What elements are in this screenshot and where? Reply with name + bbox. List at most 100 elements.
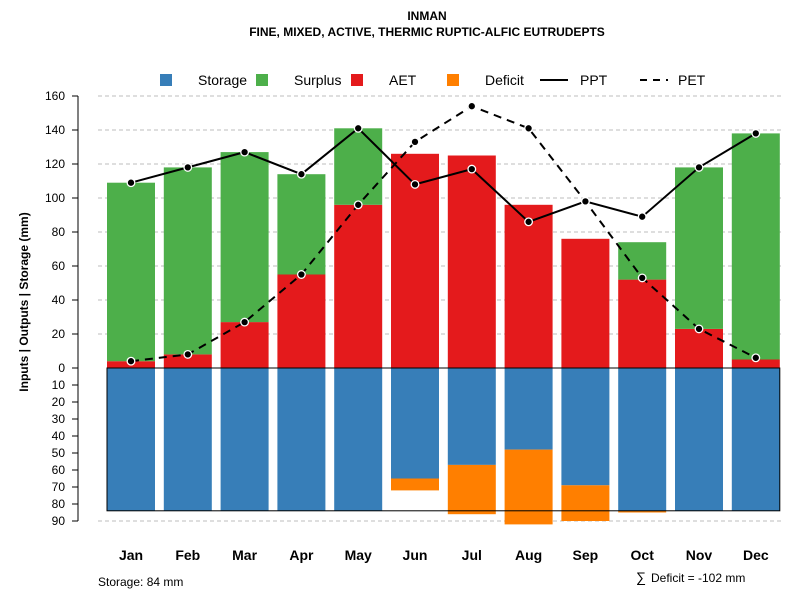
y-tick-label: 100 xyxy=(45,191,65,205)
x-tick-label: Oct xyxy=(631,547,655,563)
y-tick-label: 20 xyxy=(52,327,66,341)
deficit-bar xyxy=(391,478,439,491)
legend-swatch-deficit xyxy=(447,74,459,86)
x-tick-label: Sep xyxy=(573,547,599,563)
x-tick-label: Mar xyxy=(232,547,257,563)
y-tick-label: 0 xyxy=(58,361,65,375)
storage-bar xyxy=(107,368,155,511)
aet-bar xyxy=(675,328,723,368)
x-tick-label: Apr xyxy=(289,547,314,563)
aet-bar xyxy=(277,274,326,368)
ppt-point xyxy=(694,162,704,172)
legend-label-deficit: Deficit xyxy=(485,72,524,88)
x-tick-label: Nov xyxy=(686,547,713,563)
aet-bar xyxy=(561,238,610,368)
ppt-point xyxy=(467,164,477,174)
aet-bar xyxy=(731,359,780,368)
y-tick-label: 160 xyxy=(45,89,65,103)
y-tick-label: 60 xyxy=(52,259,66,273)
storage-bar xyxy=(220,368,269,511)
legend-swatch-surplus xyxy=(256,74,268,86)
pet-point xyxy=(524,123,534,133)
aet-bar xyxy=(163,354,212,368)
storage-bar xyxy=(731,368,780,511)
aet-bar xyxy=(504,204,553,368)
legend-swatch-aet xyxy=(351,74,363,86)
deficit-bar xyxy=(561,485,610,521)
ppt-point xyxy=(240,147,250,157)
x-tick-label: Feb xyxy=(175,547,200,563)
pet-point xyxy=(353,200,363,210)
aet-bar xyxy=(618,279,667,368)
aet-bar xyxy=(220,322,269,368)
storage-bar xyxy=(334,368,383,511)
deficit-bar xyxy=(504,449,553,525)
bars xyxy=(106,128,781,525)
sum-icon: ∑ xyxy=(636,569,646,585)
storage-note: Storage: 84 mm xyxy=(98,575,183,589)
legend-label-ppt: PPT xyxy=(580,72,608,88)
ppt-point xyxy=(183,162,193,172)
surplus-bar xyxy=(163,167,212,355)
x-tick-label: Dec xyxy=(743,547,769,563)
surplus-bar xyxy=(107,182,155,362)
y-tick-label: 120 xyxy=(45,157,65,171)
ppt-point xyxy=(637,212,647,222)
legend-swatch-storage xyxy=(160,74,172,86)
series-lines xyxy=(126,101,761,366)
pet-point xyxy=(126,356,136,366)
surplus-bar xyxy=(731,133,780,360)
ppt-point xyxy=(580,196,590,206)
y-tick-label: 50 xyxy=(52,446,66,460)
storage-bar xyxy=(561,368,610,486)
y-tick-label: 70 xyxy=(52,480,66,494)
deficit-bar xyxy=(618,510,667,513)
ppt-point xyxy=(126,178,136,188)
pet-point xyxy=(467,101,477,111)
y-tick-label: 40 xyxy=(52,429,66,443)
legend-label-storage: Storage xyxy=(198,72,247,88)
surplus-bar xyxy=(334,128,383,205)
storage-bar xyxy=(675,368,723,511)
y-tick-label: 140 xyxy=(45,123,65,137)
storage-bar xyxy=(504,368,553,450)
storage-bar xyxy=(618,368,667,511)
legend-label-pet: PET xyxy=(678,72,706,88)
chart-subtitle: FINE, MIXED, ACTIVE, THERMIC RUPTIC-ALFI… xyxy=(249,25,605,39)
ppt-point xyxy=(751,128,761,138)
y-axis-label: Inputs | Outputs | Storage (mm) xyxy=(17,212,31,391)
y-tick-label: 80 xyxy=(52,497,66,511)
pet-point xyxy=(637,273,647,283)
storage-bar xyxy=(163,368,212,511)
x-tick-label: May xyxy=(345,547,372,563)
y-tick-label: 30 xyxy=(52,412,66,426)
surplus-bar xyxy=(220,152,269,323)
y-tick-label: 90 xyxy=(52,514,66,528)
y-tick-label: 40 xyxy=(52,293,66,307)
legend-label-aet: AET xyxy=(389,72,417,88)
aet-bar xyxy=(391,153,439,368)
legend: Storage Surplus AET Deficit PPT PET xyxy=(160,72,706,88)
pet-point xyxy=(296,270,306,279)
pet-point xyxy=(240,317,250,327)
legend-label-surplus: Surplus xyxy=(294,72,341,88)
ppt-point xyxy=(410,179,420,189)
pet-point xyxy=(694,324,704,334)
x-tick-label: Jun xyxy=(403,547,428,563)
aet-bar xyxy=(447,155,496,368)
y-tick-label: 60 xyxy=(52,463,66,477)
surplus-bar xyxy=(675,167,723,329)
pet-point xyxy=(410,137,420,147)
ppt-line xyxy=(130,126,757,223)
storage-capacity-box xyxy=(106,367,781,512)
gridlines xyxy=(98,95,784,522)
storage-bar xyxy=(277,368,326,511)
storage-bar xyxy=(447,368,496,465)
ppt-point xyxy=(524,217,534,227)
ppt-point xyxy=(353,123,363,133)
pet-point xyxy=(751,353,761,363)
y-tick-label: 10 xyxy=(52,378,66,392)
chart-title: INMAN xyxy=(407,9,446,23)
pet-point xyxy=(183,349,193,359)
